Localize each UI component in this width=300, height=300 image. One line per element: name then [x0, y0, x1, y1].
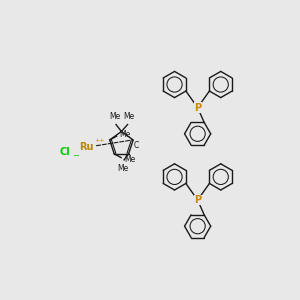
Text: P: P: [194, 103, 201, 112]
Text: Ru: Ru: [80, 142, 94, 152]
Text: C: C: [134, 141, 139, 150]
Text: −: −: [72, 151, 79, 160]
Text: ++: ++: [94, 138, 105, 143]
Text: Me: Me: [120, 130, 131, 139]
Text: Me: Me: [124, 155, 135, 164]
Text: Me: Me: [109, 112, 120, 122]
Text: Me: Me: [124, 112, 135, 122]
Text: Me: Me: [117, 164, 128, 173]
Text: Cl: Cl: [60, 147, 70, 157]
Text: P: P: [194, 195, 201, 205]
